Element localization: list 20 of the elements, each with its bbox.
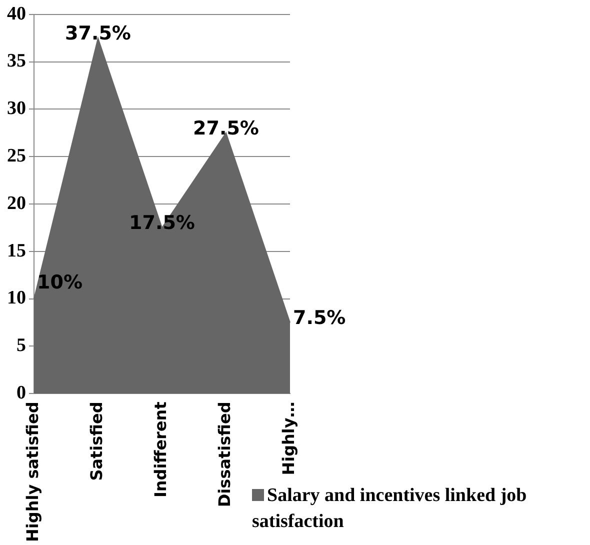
y-tick-label: 15 xyxy=(7,240,26,262)
data-label: 17.5% xyxy=(129,212,195,234)
data-label: 37.5% xyxy=(65,22,131,45)
x-tick-label: Dissatisfied xyxy=(215,402,234,508)
y-tick-label: 10 xyxy=(7,288,26,309)
x-tick-label: Highly… xyxy=(279,402,298,476)
y-tick-label: 25 xyxy=(7,146,26,167)
data-label: 10% xyxy=(37,271,82,294)
data-label: 7.5% xyxy=(293,306,346,329)
y-tick-label: 20 xyxy=(7,192,26,214)
y-tick-label: 35 xyxy=(7,50,26,72)
data-label: 27.5% xyxy=(193,117,259,140)
x-tick-label: Satisfied xyxy=(87,402,106,481)
y-tick-label: 0 xyxy=(16,382,26,404)
legend-label: Salary and incentives linked job satisfaction xyxy=(252,485,527,532)
x-tick-label: Indifferent xyxy=(151,401,170,498)
y-tick-label: 5 xyxy=(16,335,26,356)
y-tick-label: 40 xyxy=(7,3,26,24)
y-tick-label: 30 xyxy=(7,98,26,120)
x-tick-label: Highly satisfied xyxy=(23,402,42,542)
